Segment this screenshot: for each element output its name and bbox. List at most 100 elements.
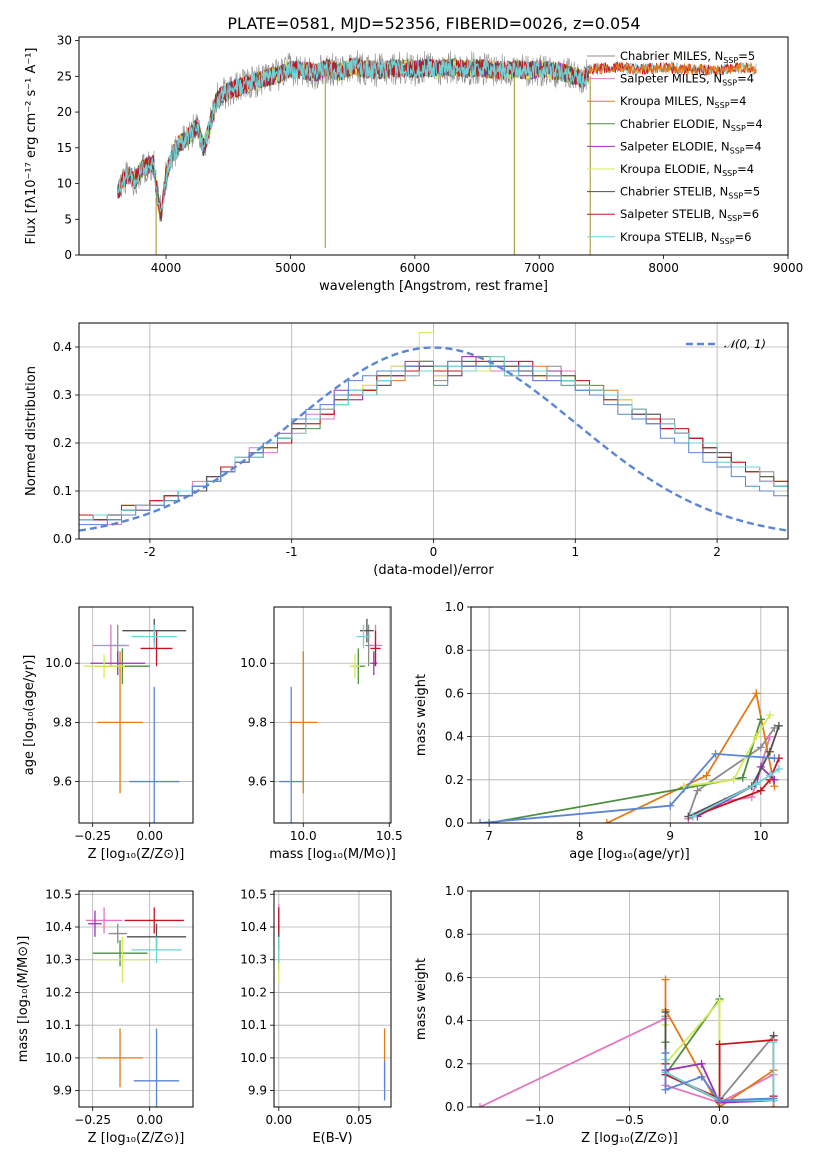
legend-label-subscript: SSP (731, 124, 746, 133)
y-tick-label: 0.4 (445, 730, 464, 744)
x-tick-label: 10.0 (290, 829, 317, 843)
weight-marker-chabrier_miles (693, 786, 702, 795)
legend-label-value: =4 (737, 72, 754, 86)
x-tick-label: 2 (713, 545, 721, 559)
mass-vs-extinction-panel: 0.00 0.05 9.9 10.0 10.1 10.2 10.3 10.4 10.5 E(B-V… (240, 887, 392, 1146)
weight-line-normal_curve (480, 752, 775, 823)
y-tick-label: 5 (64, 212, 72, 226)
weight-marker-normal_curve (661, 1085, 670, 1094)
legend-label: Salpeter STELIB, NSSP=6 (620, 207, 759, 223)
y-tick-label: 0 (64, 248, 72, 262)
x-tick-label: 8000 (648, 261, 679, 275)
x-tick-label: −1.0 (525, 1113, 554, 1127)
y-tick-label: 0.1 (53, 484, 72, 498)
weight-marker-chabrier_stelib (774, 721, 783, 730)
plot-area (85, 907, 187, 1107)
y-tick-label: 9.9 (248, 1084, 267, 1098)
x-axis-label: wavelength [Angstrom, rest frame] (319, 279, 548, 294)
y-tick-label: 0.0 (445, 816, 464, 830)
weight-line-salpeter_miles (479, 1016, 775, 1107)
weight-marker-normal_curve (711, 749, 720, 758)
y-tick-label: 0.0 (53, 532, 72, 546)
legend-label-subscript: SSP (723, 56, 738, 65)
legend-label: Chabrier ELODIE, NSSP=4 (620, 117, 763, 133)
axes-frame (78, 322, 789, 540)
residual-distribution-panel: -2 -1 0 1 2 0.0 0.1 0.2 0.3 0.4 (data-model)/error… (24, 322, 789, 578)
weight-line-salpeter_stelib (664, 1039, 775, 1100)
weight-marker-kroupa_stelib (765, 771, 774, 780)
weight-marker-kroupa_elodie (765, 711, 774, 719)
weight-marker-chabrier_elodie (738, 773, 747, 782)
weight-line-kroupa_miles (606, 690, 776, 823)
axes-frame (273, 606, 392, 824)
y-axis-label: Normed distribution (24, 366, 39, 496)
x-tick-label: −0.25 (74, 1113, 111, 1127)
weight-marker-salpeter_miles (476, 1103, 485, 1107)
y-tick-label: 0.6 (445, 970, 464, 984)
x-tick-label: 9000 (773, 261, 804, 275)
y-tick-label: 25 (57, 69, 72, 83)
legend-label-value: =6 (735, 230, 752, 244)
x-tick-label: −0.5 (615, 1113, 644, 1127)
weight-marker-salpeter_miles (765, 732, 774, 741)
weight-marker-normal_curve (666, 801, 675, 810)
y-tick-label: 15 (57, 141, 72, 155)
histogram-normal_curve (79, 360, 788, 539)
model-extension-kroupa_miles (588, 61, 757, 76)
legend-label: Chabrier MILES, NSSP=5 (620, 49, 755, 65)
weight-marker-kroupa_miles (702, 771, 711, 780)
weight-marker-chabrier_stelib (765, 747, 774, 756)
x-tick-label: −0.25 (74, 829, 111, 843)
x-tick-label: 4000 (151, 261, 182, 275)
legend-label-value: =5 (738, 49, 755, 63)
legend-label-value: =6 (742, 207, 759, 221)
spectrum-line-kroupa_stelib (117, 56, 590, 213)
weight-marker-chabrier_stelib (661, 1007, 670, 1016)
figure-title: PLATE=0581, MJD=52356, FIBERID=0026, z=0… (227, 14, 640, 33)
x-axis-label: mass [log₁₀(M/M⊙)] (269, 847, 396, 862)
weight-line-salpeter_stelib (692, 757, 780, 818)
weight-marker-kroupa_miles (752, 689, 761, 698)
legend-label-subscript: SSP (730, 146, 745, 155)
spectrum-line-chabrier_stelib (117, 57, 590, 220)
y-tick-label: 10.5 (45, 887, 72, 901)
y-tick-label: 20 (57, 105, 72, 119)
weight-marker-salpeter_stelib (756, 786, 765, 795)
axes-frame (470, 890, 789, 1108)
mass-vs-metallicity-panel: −0.25 0.00 9.9 10.0 10.1 10.2 10.3 10.4 10.5 Z [l… (16, 887, 194, 1146)
x-axis-label: Z [log₁₀(Z/Z⊙)] (88, 847, 185, 862)
weight-marker-kroupa_elodie (715, 997, 724, 1006)
x-axis-label: (data-model)/error (373, 563, 494, 578)
plot-area (278, 904, 386, 1101)
y-tick-label: 10.0 (45, 656, 72, 670)
x-tick-label: 0 (430, 545, 438, 559)
y-axis-label: age [log₁₀(age/yr)] (22, 655, 37, 776)
y-tick-label: 10.2 (240, 985, 267, 999)
y-tick-label: 1.0 (445, 600, 464, 614)
legend-label-value: =4 (746, 117, 763, 131)
y-tick-label: 10.0 (45, 1051, 72, 1065)
legend-label-subscript: SSP (728, 192, 743, 201)
y-tick-label: 10.0 (240, 1051, 267, 1065)
x-tick-label: 0.00 (136, 829, 163, 843)
y-tick-label: 10.4 (240, 920, 267, 934)
axes-frame (78, 890, 194, 1108)
y-tick-label: 0.3 (53, 388, 72, 402)
x-tick-label: -2 (144, 545, 156, 559)
age-vs-mass-panel: 10.0 10.5 9.6 9.8 10.0 mass [log₁₀(M/M⊙)] (240, 606, 403, 862)
legend-label-subscript: SSP (720, 237, 735, 246)
x-tick-label: 0.00 (136, 1113, 163, 1127)
y-tick-label: 0.8 (445, 643, 464, 657)
y-axis-label: Flux [fλ10⁻¹⁷ erg cm⁻² s⁻¹ A⁻¹] (24, 48, 39, 245)
y-tick-label: 9.6 (248, 775, 267, 789)
legend-label-subscript: SSP (727, 214, 742, 223)
y-tick-label: 10.0 (240, 656, 267, 670)
weight-marker-kroupa_stelib (774, 765, 783, 773)
legend-label: Kroupa STELIB, NSSP=6 (620, 230, 751, 246)
y-tick-label: 10.1 (240, 1018, 267, 1032)
weight-line-chabrier_stelib (688, 725, 780, 818)
x-tick-label: 6000 (400, 261, 431, 275)
weight-marker-kroupa_elodie (729, 775, 738, 784)
y-tick-label: 0.8 (445, 927, 464, 941)
